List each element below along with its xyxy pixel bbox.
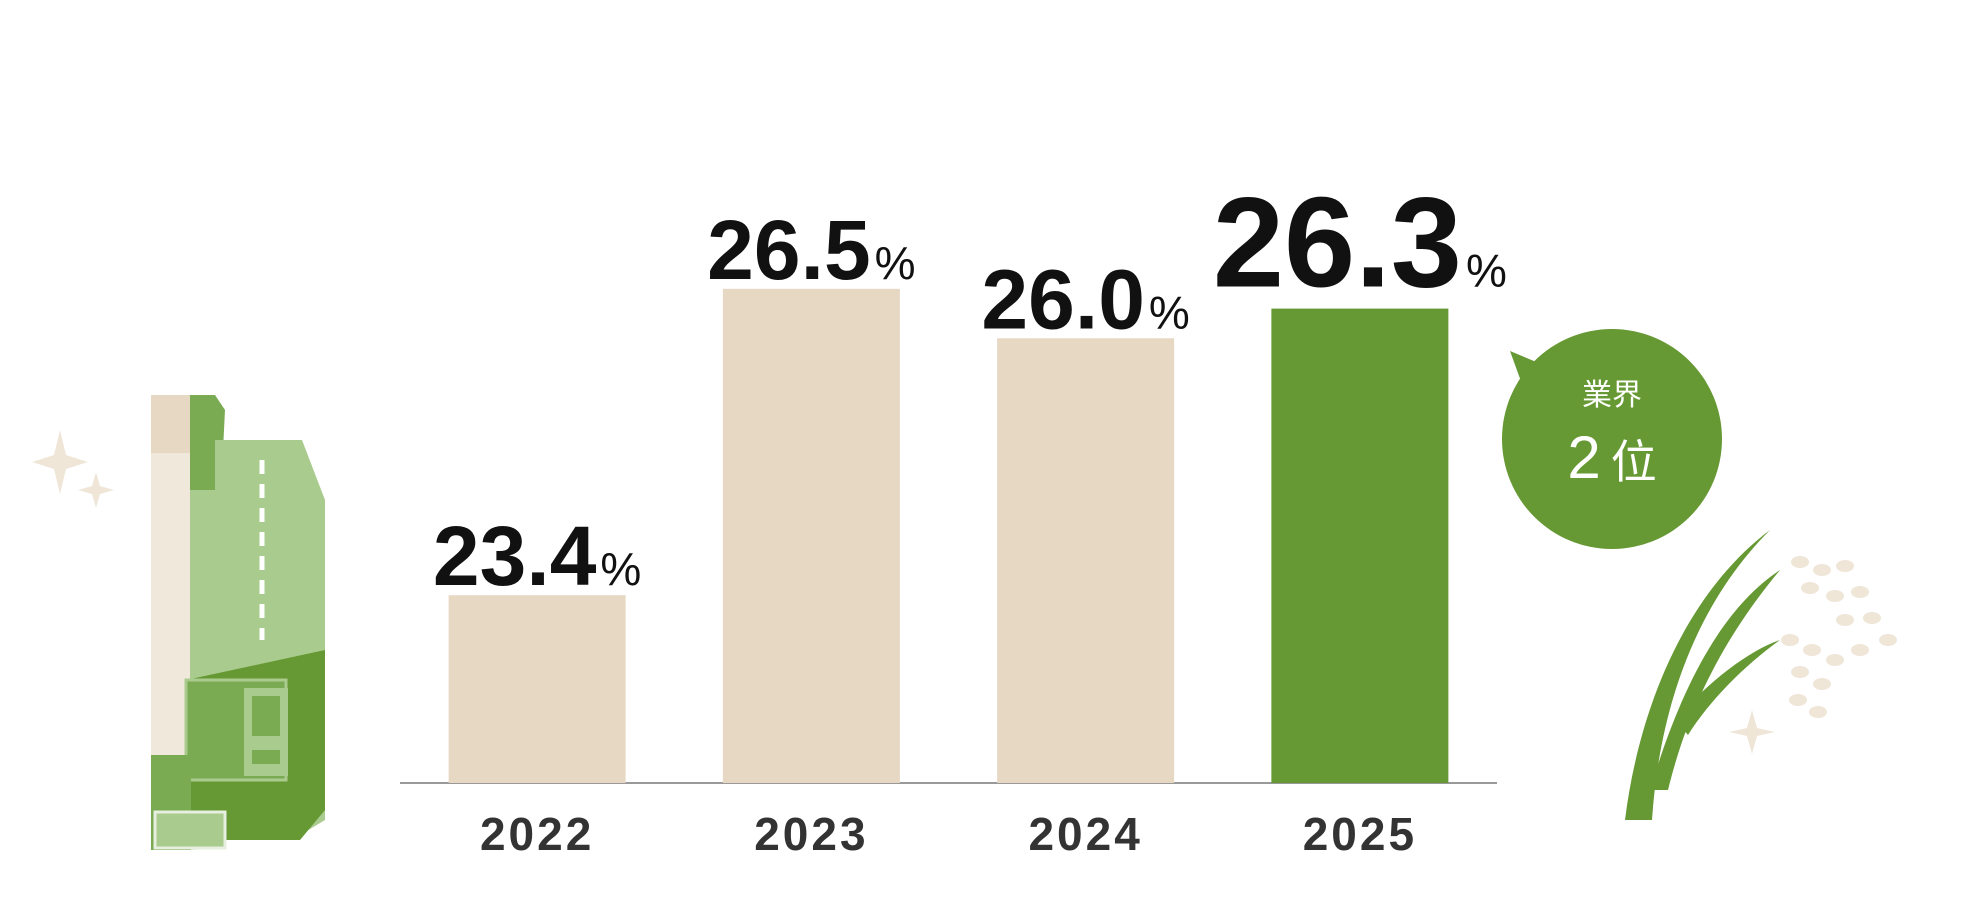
badge-rank-suffix: 位: [1611, 436, 1657, 488]
value-number: 23.4: [433, 509, 597, 603]
value-label: 26.3%: [1213, 172, 1507, 315]
bar: [722, 288, 900, 783]
x-tick-label: 2025: [1303, 808, 1417, 860]
badge-rank-number: 2: [1567, 424, 1600, 491]
value-unit: %: [875, 237, 916, 289]
value-unit: %: [1466, 245, 1507, 297]
x-tick-label: 2023: [754, 808, 868, 860]
rice-illustration: [1625, 530, 1897, 820]
value-label: 26.5%: [707, 203, 915, 297]
value-unit: %: [1149, 286, 1190, 338]
building-illustration: [32, 395, 325, 850]
bar: [997, 338, 1175, 783]
x-tick-label: 2024: [1028, 808, 1142, 860]
value-unit: %: [600, 543, 641, 595]
value-label: 23.4%: [433, 509, 641, 603]
x-tick-label: 2022: [480, 808, 594, 860]
value-number: 26.3: [1213, 172, 1462, 315]
bar: [1271, 308, 1449, 783]
value-number: 26.5: [707, 203, 871, 297]
value-label: 26.0%: [981, 252, 1189, 346]
bar: [448, 595, 626, 783]
badge-label: 業界: [1582, 379, 1642, 412]
value-number: 26.0: [981, 252, 1145, 346]
